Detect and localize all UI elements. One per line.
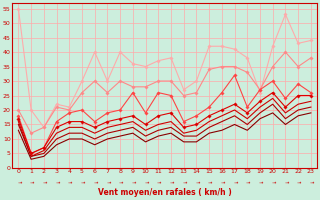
Text: ↗: ↗: [180, 179, 187, 186]
Text: ↗: ↗: [257, 179, 263, 186]
Text: ↗: ↗: [206, 179, 212, 186]
Text: ↗: ↗: [269, 179, 276, 186]
X-axis label: Vent moyen/en rafales ( km/h ): Vent moyen/en rafales ( km/h ): [98, 188, 231, 197]
Text: ↗: ↗: [130, 179, 136, 186]
Text: ↗: ↗: [15, 179, 22, 186]
Text: ↗: ↗: [92, 179, 98, 186]
Text: ↗: ↗: [308, 179, 314, 186]
Text: ↗: ↗: [53, 179, 60, 186]
Text: ↗: ↗: [219, 179, 225, 186]
Text: ↗: ↗: [155, 179, 162, 186]
Text: ↗: ↗: [104, 179, 111, 186]
Text: ↗: ↗: [66, 179, 73, 186]
Text: ↗: ↗: [117, 179, 123, 186]
Text: ↗: ↗: [28, 179, 34, 186]
Text: ↗: ↗: [142, 179, 149, 186]
Text: ↗: ↗: [79, 179, 85, 186]
Text: ↗: ↗: [41, 179, 47, 186]
Text: ↗: ↗: [168, 179, 174, 186]
Text: ↗: ↗: [295, 179, 301, 186]
Text: ↗: ↗: [244, 179, 251, 186]
Text: ↗: ↗: [231, 179, 238, 186]
Text: ↗: ↗: [193, 179, 200, 186]
Text: ↗: ↗: [282, 179, 289, 186]
